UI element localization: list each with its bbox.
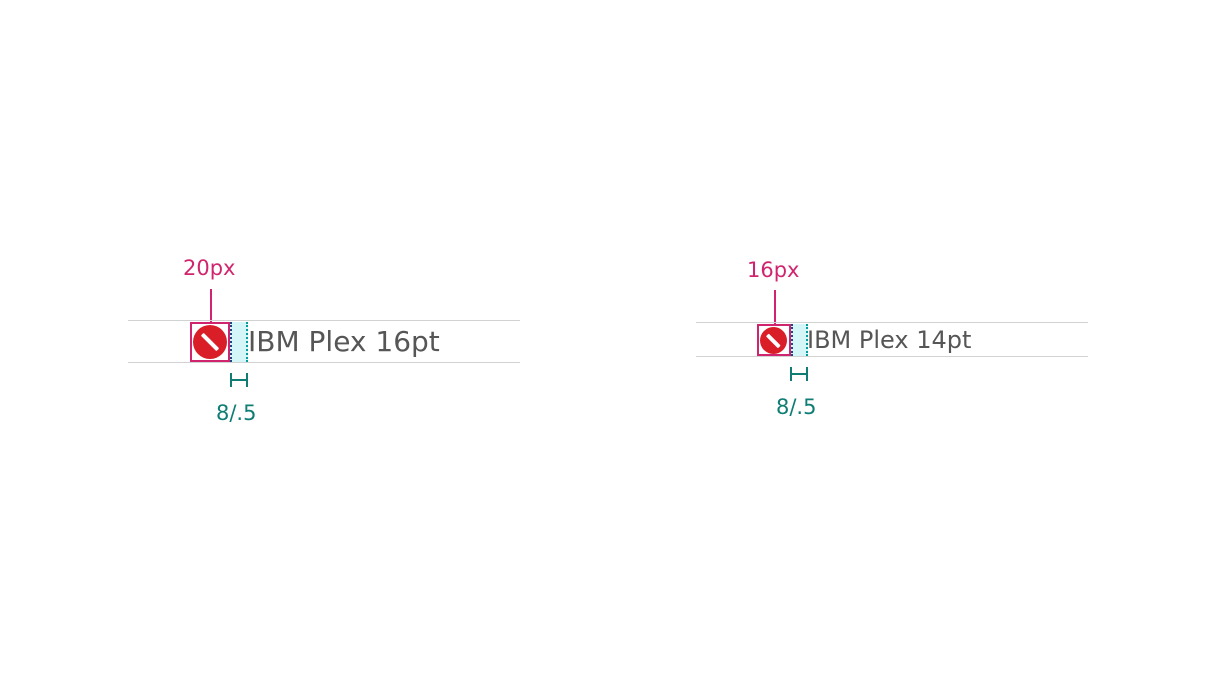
top-guide-line: [696, 322, 1088, 323]
text-sample: IBM Plex 16pt: [248, 325, 440, 358]
spacing-measure-line: [790, 373, 808, 375]
icon-bounding-box: [757, 324, 791, 356]
bottom-guide-line: [696, 356, 1088, 357]
not-allowed-icon-slash: [766, 333, 781, 348]
text-sample: IBM Plex 14pt: [807, 326, 972, 354]
not-allowed-icon: [193, 325, 227, 359]
icon-bounding-box: [190, 322, 230, 362]
icon-size-label: 20px: [183, 256, 236, 280]
icon-size-label: 16px: [747, 258, 800, 282]
top-guide-line: [128, 320, 520, 321]
bottom-guide-line: [128, 362, 520, 363]
not-allowed-icon-slash: [200, 332, 220, 352]
spacing-measure-right-tick: [246, 373, 248, 387]
spacing-measure-line: [230, 379, 248, 381]
spacing-label: 8/.5: [776, 395, 817, 419]
spacing-label: 8/.5: [216, 401, 257, 425]
icon-size-leader-line: [210, 289, 212, 322]
not-allowed-icon: [760, 327, 787, 354]
spacing-measure-right-tick: [806, 367, 808, 381]
icon-text-spacing: [791, 324, 808, 356]
icon-text-spacing: [230, 322, 248, 362]
icon-size-leader-line: [774, 290, 776, 325]
